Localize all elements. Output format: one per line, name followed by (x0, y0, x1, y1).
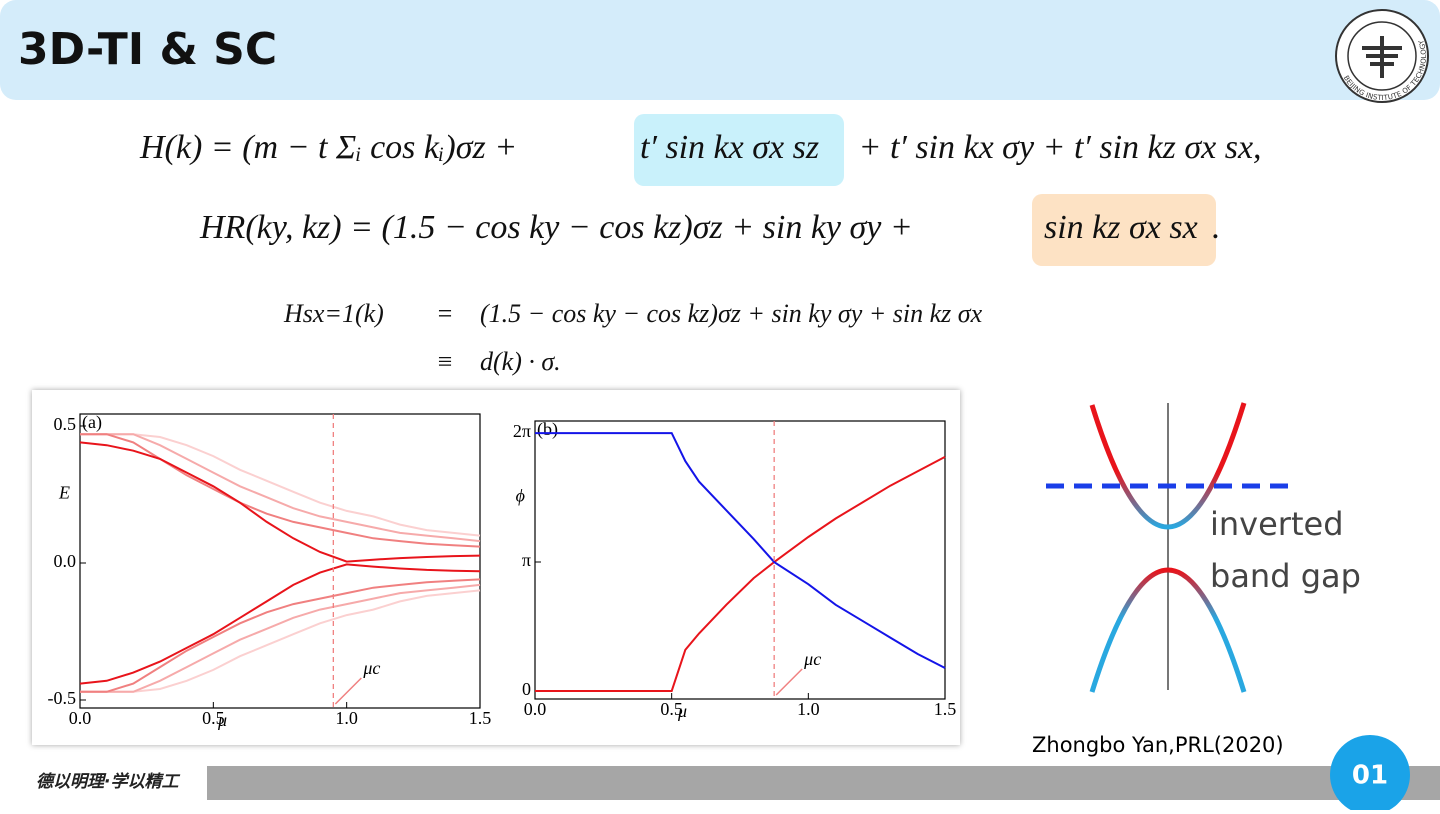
y-tick-label: π (522, 550, 531, 570)
series-line (80, 433, 481, 537)
annotation-arrow (334, 677, 362, 705)
plot-frame (534, 420, 946, 700)
equation: HR(ky, kz) = (1.5 − cos ky − cos kz)σz +… (199, 209, 1221, 246)
x-tick-label: 1.5 (934, 699, 957, 719)
x-tick-label: 1.0 (335, 708, 358, 728)
y-tick-label: 0 (522, 679, 531, 699)
footer-bar (207, 766, 1440, 800)
figure-panel (32, 390, 960, 745)
schematic-label: inverted (1210, 505, 1344, 543)
panel-label: (b) (537, 419, 558, 440)
logo: BEIJING INSTITUTE OF TECHNOLOGY (1335, 9, 1429, 103)
annotation-text: μc (803, 649, 821, 669)
x-tick-label: 1.5 (469, 708, 492, 728)
title: 3D-TI & SC (18, 24, 277, 75)
series-line (80, 433, 481, 543)
equation: H(k) = (m − t Σᵢ cos kᵢ)σz + t′ sin kx σ… (139, 129, 1262, 166)
series-line (80, 578, 481, 693)
highlight (634, 114, 844, 186)
y-tick-label: 0.0 (54, 551, 77, 571)
series-line (79, 441, 481, 563)
page-badge (1330, 735, 1410, 814)
series-line (535, 432, 946, 669)
annotation-text: μc (362, 658, 380, 678)
annotation-arrow (775, 668, 803, 696)
x-tick-label: 0.5 (660, 699, 683, 719)
x-axis-label: μ (217, 710, 227, 730)
x-tick-label: 0.0 (524, 699, 547, 719)
series-line (80, 583, 481, 693)
equation: Hsx=1(k) = (1.5 − cos ky − cos kz)σz + sin… (283, 299, 983, 328)
y-axis-label: ϕ (516, 486, 525, 506)
page-number: 01 (1352, 761, 1388, 791)
y-tick-label: 2π (513, 421, 531, 441)
caption: Zhongbo Yan,PRL(2020) (1032, 733, 1284, 757)
y-axis-label: E (58, 483, 70, 503)
y-tick-label: -0.5 (48, 688, 77, 708)
motto: 德以明理·学以精工 (36, 772, 180, 792)
header-bar (0, 0, 1440, 100)
x-tick-label: 0.5 (202, 708, 225, 728)
band-schematic: inverted band gap (1046, 402, 1361, 693)
panel-label: (a) (82, 412, 102, 433)
equation: ≡ d(k) · σ. (436, 347, 561, 376)
y-tick-label: 0.5 (54, 414, 77, 434)
x-tick-label: 0.0 (69, 708, 92, 728)
schematic-label: band gap (1210, 557, 1361, 595)
x-axis-label: μ (677, 701, 687, 721)
plot-frame (79, 413, 481, 709)
series-line (80, 433, 481, 548)
highlight (1032, 194, 1216, 266)
x-tick-label: 1.0 (797, 699, 820, 719)
series-line (80, 589, 481, 693)
series-line (79, 563, 481, 685)
